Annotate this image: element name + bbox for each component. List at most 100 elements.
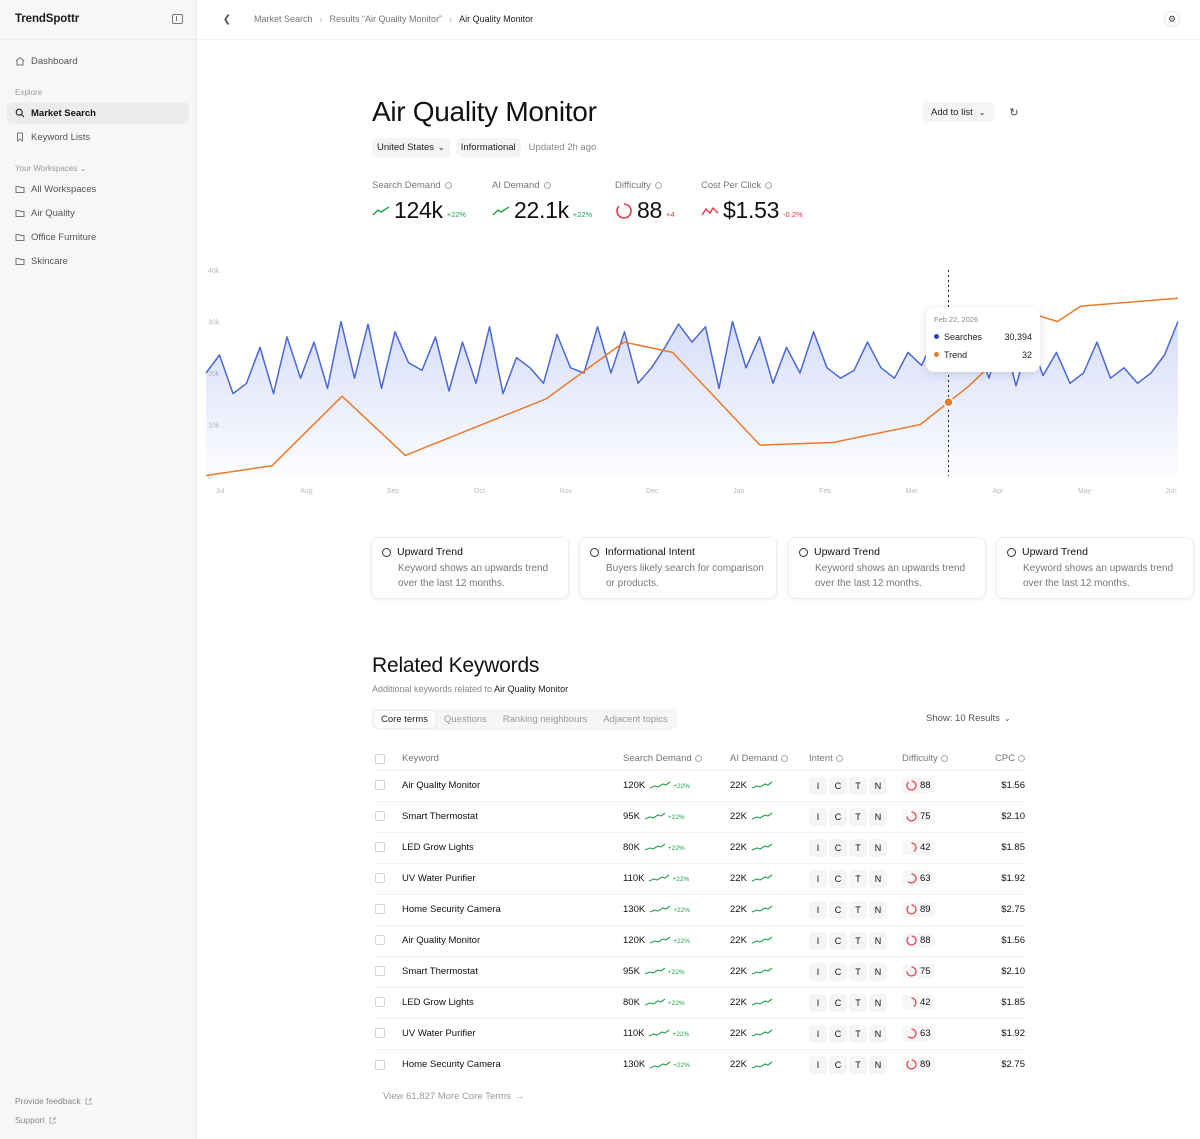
intent-letter: C: [829, 993, 847, 1012]
table-row[interactable]: UV Water Purifier 110K +22% 22K I C T N 63 $1.92: [375, 1017, 1025, 1049]
insight-card[interactable]: Informational Intent Buyers likely searc…: [579, 537, 777, 599]
insight-card[interactable]: Upward Trend Keyword shows an upwards tr…: [996, 537, 1194, 599]
tab-core-terms[interactable]: Core terms: [374, 711, 435, 728]
insight-card[interactable]: Upward Trend Keyword shows an upwards tr…: [371, 537, 569, 599]
info-icon[interactable]: [940, 755, 948, 763]
info-icon[interactable]: [694, 755, 702, 763]
table-row[interactable]: Air Quality Monitor 120K +22% 22K I C T N 88 $1.5…: [375, 924, 1025, 956]
sidebar-item-label: Keyword Lists: [31, 131, 91, 143]
insight-card[interactable]: Upward Trend Keyword shows an upwards tr…: [788, 537, 986, 599]
breadcrumb-item[interactable]: Results “Air Quality Monitor”: [329, 14, 443, 24]
circle-icon: [1007, 547, 1016, 557]
column-header[interactable]: Intent: [809, 748, 902, 770]
row-checkbox[interactable]: [375, 1028, 385, 1039]
info-icon[interactable]: [780, 755, 788, 763]
sidebar: TrendSpottr Dashboard Explore Market Sea…: [0, 0, 197, 1139]
row-checkbox[interactable]: [375, 935, 385, 946]
column-header[interactable]: CPC: [977, 748, 1025, 770]
tab-ranking-neighbours[interactable]: Ranking neighbours: [502, 714, 588, 725]
sidebar-item-dashboard[interactable]: Dashboard: [7, 50, 189, 72]
metric-value: 88: [637, 197, 662, 223]
keyword-tabs: Core terms Questions Ranking neighbours …: [372, 709, 677, 730]
row-checkbox[interactable]: [375, 780, 385, 791]
keyword-cell[interactable]: LED Grow Lights: [402, 831, 623, 863]
metric-value: 124k: [394, 197, 443, 223]
keyword-cell[interactable]: Smart Thermostat: [402, 800, 623, 832]
trend-chart[interactable]: 40k30k20k10k0JulAugSepOctNovDecJanFebMar…: [200, 258, 1185, 503]
view-more-link[interactable]: View 61,827 More Core Terms →: [383, 1091, 525, 1102]
keyword-cell[interactable]: Smart Thermostat: [402, 955, 623, 987]
keyword-cell[interactable]: UV Water Purifier: [402, 862, 623, 894]
row-checkbox[interactable]: [375, 904, 385, 915]
column-header[interactable]: AI Demand: [730, 748, 809, 770]
cpc-cell: $1.85: [977, 831, 1025, 863]
table-row[interactable]: LED Grow Lights 80K +22% 22K I C T N 42 $1.85: [375, 831, 1025, 863]
sidebar-toggle-icon[interactable]: [172, 14, 183, 24]
difficulty-ring-icon: [906, 934, 917, 946]
info-icon[interactable]: [543, 182, 551, 189]
workspaces-section-label[interactable]: Your Workspaces ⌄: [15, 164, 87, 173]
info-icon[interactable]: [654, 182, 662, 189]
row-checkbox[interactable]: [375, 1059, 385, 1070]
select-all-checkbox[interactable]: [375, 753, 385, 764]
table-row[interactable]: Air Quality Monitor 120K +22% 22K I C T N 88 $1.5…: [375, 769, 1025, 801]
row-checkbox[interactable]: [375, 966, 385, 977]
support-link[interactable]: Support: [15, 1115, 56, 1125]
sparkline-icon: [751, 906, 773, 913]
keyword-cell[interactable]: LED Grow Lights: [402, 986, 623, 1018]
table-row[interactable]: Home Security Camera 130K +22% 22K I C T N 89 $2.…: [375, 1048, 1025, 1080]
ai-demand-cell: 22K: [730, 831, 809, 863]
row-checkbox[interactable]: [375, 873, 385, 884]
intent-letter: I: [809, 869, 827, 888]
breadcrumb-item[interactable]: Market Search: [254, 14, 313, 24]
country-select[interactable]: United States ⌄: [372, 138, 450, 157]
info-icon[interactable]: [835, 755, 843, 763]
tab-adjacent-topics[interactable]: Adjacent topics: [603, 714, 668, 725]
x-tick-label: Sep: [387, 488, 400, 495]
column-header[interactable]: Keyword: [402, 753, 439, 765]
keyword-cell[interactable]: Home Security Camera: [402, 893, 623, 925]
keyword-cell[interactable]: Air Quality Monitor: [402, 769, 623, 801]
column-header[interactable]: Search Demand: [623, 748, 730, 770]
cpc-cell: $2.75: [977, 1048, 1025, 1080]
feedback-link[interactable]: Provide feedback: [15, 1096, 92, 1106]
intent-letter: I: [809, 807, 827, 826]
table-row[interactable]: UV Water Purifier 110K +22% 22K I C T N 63 $1.92: [375, 862, 1025, 894]
delta-badge: +22%: [673, 783, 690, 790]
info-icon[interactable]: [765, 182, 773, 189]
column-header[interactable]: Difficulty: [902, 748, 977, 770]
intent-letter: I: [809, 838, 827, 857]
legend-dot: [934, 352, 939, 357]
intent-letter: N: [869, 1024, 887, 1043]
cpc-cell: $2.10: [977, 955, 1025, 987]
intent-badge: Informational: [455, 138, 521, 157]
table-row[interactable]: Smart Thermostat 95K +22% 22K I C T N 75 $2.10: [375, 955, 1025, 987]
info-icon[interactable]: [1018, 755, 1025, 763]
refresh-button[interactable]: ↻: [1006, 104, 1022, 120]
row-checkbox[interactable]: [375, 811, 385, 822]
table-row[interactable]: Home Security Camera 130K +22% 22K I C T N 89 $2.…: [375, 893, 1025, 925]
back-button[interactable]: ❮: [218, 10, 236, 28]
table-row[interactable]: Smart Thermostat 95K +22% 22K I C T N 75 $2.10: [375, 800, 1025, 832]
sidebar-item-keyword-lists[interactable]: Keyword Lists: [7, 126, 189, 148]
keyword-cell[interactable]: Home Security Camera: [402, 1048, 623, 1080]
sidebar-item-office-furniture[interactable]: Office Furniture: [7, 226, 189, 248]
settings-button[interactable]: ⚙: [1164, 11, 1180, 27]
sidebar-item-all-workspaces[interactable]: All Workspaces: [7, 178, 189, 200]
sidebar-item-skincare[interactable]: Skincare: [7, 250, 189, 272]
add-to-list-button[interactable]: Add to list ⌄: [922, 102, 995, 122]
info-icon[interactable]: [444, 182, 452, 189]
row-checkbox[interactable]: [375, 997, 385, 1008]
results-count-select[interactable]: Show: 10 Results ⌄: [926, 713, 1011, 724]
keyword-cell[interactable]: Air Quality Monitor: [402, 924, 623, 956]
trend-up-icon: [492, 205, 510, 215]
row-checkbox[interactable]: [375, 842, 385, 853]
sidebar-item-market-search[interactable]: Market Search: [7, 102, 189, 124]
tab-questions[interactable]: Questions: [443, 714, 487, 725]
sidebar-item-air-quality[interactable]: Air Quality: [7, 202, 189, 224]
x-tick-label: May: [1078, 488, 1092, 495]
keyword-cell[interactable]: UV Water Purifier: [402, 1017, 623, 1049]
table-row[interactable]: LED Grow Lights 80K +22% 22K I C T N 42 $1.85: [375, 986, 1025, 1018]
